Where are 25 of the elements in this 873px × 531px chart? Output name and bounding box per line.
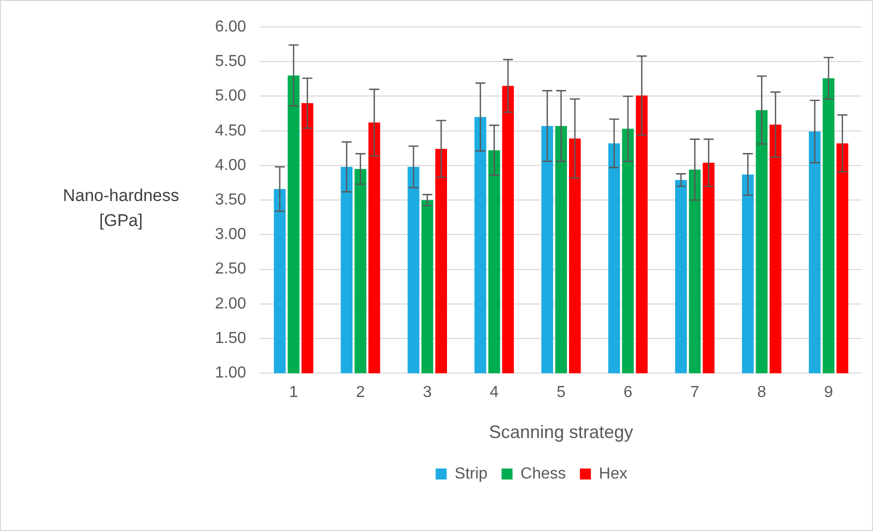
legend-label: Hex [598, 465, 628, 482]
legend-label: Strip [454, 465, 488, 482]
y-tick-label: 4.50 [215, 122, 246, 140]
x-tick-label: 1 [289, 384, 298, 402]
y-axis-title: Nano-hardness [GPa] [62, 185, 180, 232]
y-tick-label: 2.50 [215, 260, 246, 278]
y-tick-label: 5.00 [215, 88, 246, 105]
x-tick-label: 9 [824, 384, 834, 402]
y-tick-label: 3.00 [215, 226, 246, 244]
y-tick-label: 5.50 [215, 53, 246, 70]
y-tick-label: 3.50 [215, 192, 246, 209]
y-tick-label: 2.00 [215, 295, 246, 312]
y-tick-label: 1.50 [215, 330, 246, 347]
x-tick-label: 5 [556, 384, 566, 402]
x-tick-label: 4 [490, 384, 499, 402]
y-tick-label: 1.00 [215, 364, 246, 382]
y-tick-label: 4.00 [215, 156, 246, 174]
legend-label: Chess [520, 465, 566, 482]
y-tick-label: 6.00 [215, 18, 246, 36]
x-tick-label: 8 [757, 384, 766, 402]
x-tick-label: 6 [623, 384, 632, 402]
x-axis-title: Scanning strategy [489, 422, 634, 442]
x-tick-label: 7 [690, 384, 700, 402]
x-tick-label: 2 [356, 384, 365, 402]
x-tick-label: 3 [422, 384, 432, 402]
